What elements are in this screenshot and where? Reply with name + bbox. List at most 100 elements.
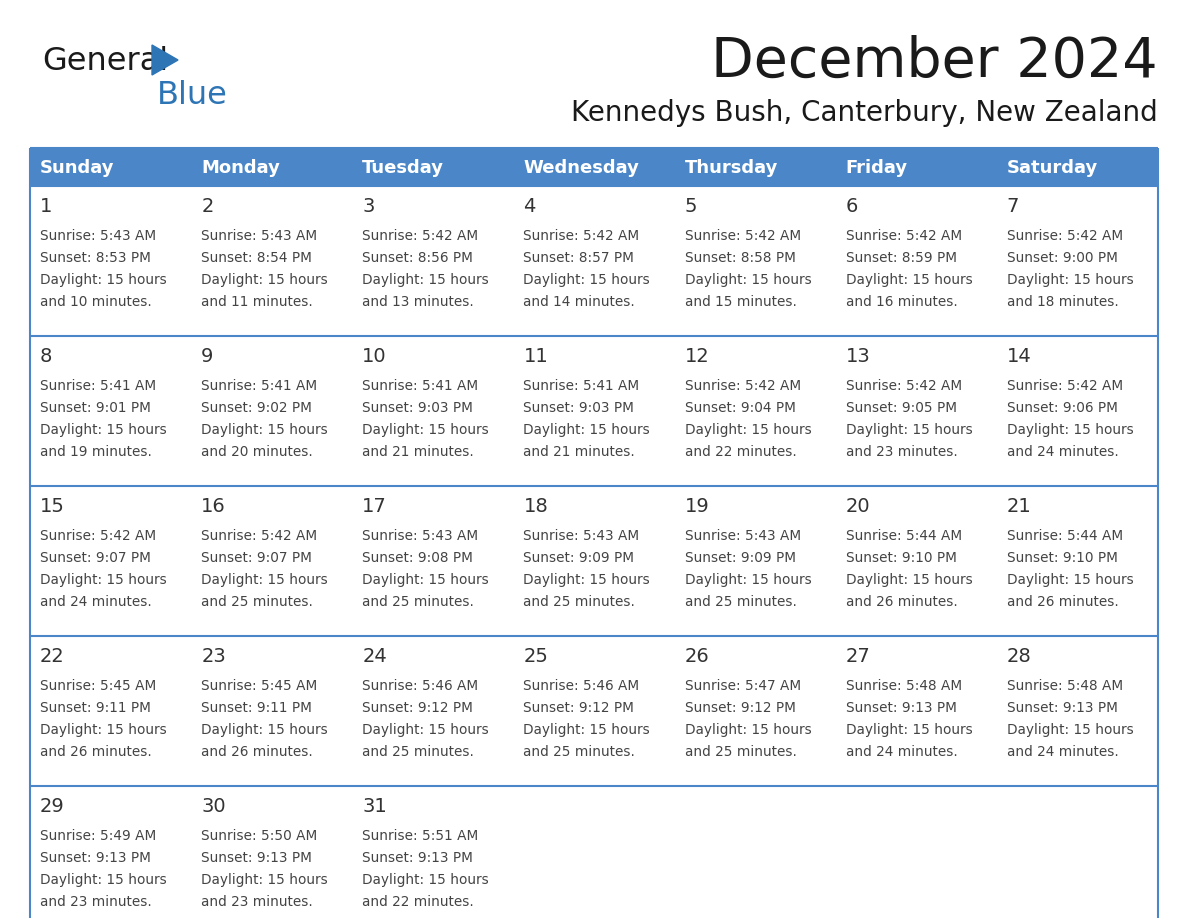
Text: Sunrise: 5:42 AM: Sunrise: 5:42 AM	[846, 229, 962, 243]
Text: Sunset: 8:59 PM: Sunset: 8:59 PM	[846, 251, 956, 265]
Text: Daylight: 15 hours: Daylight: 15 hours	[201, 723, 328, 737]
Text: Sunrise: 5:48 AM: Sunrise: 5:48 AM	[1007, 679, 1123, 693]
Bar	[835, 148, 997, 186]
Text: 8: 8	[40, 346, 52, 365]
Text: Sunrise: 5:42 AM: Sunrise: 5:42 AM	[1007, 229, 1123, 243]
Text: Daylight: 15 hours: Daylight: 15 hours	[524, 273, 650, 287]
Bar	[30, 148, 191, 186]
Text: Sunrise: 5:42 AM: Sunrise: 5:42 AM	[684, 229, 801, 243]
Bar	[191, 148, 353, 186]
Text: Daylight: 15 hours: Daylight: 15 hours	[524, 573, 650, 587]
Text: 18: 18	[524, 497, 548, 516]
Text: 11: 11	[524, 346, 548, 365]
Text: 2: 2	[201, 196, 214, 216]
Text: Sunset: 9:13 PM: Sunset: 9:13 PM	[846, 701, 956, 715]
Text: Daylight: 15 hours: Daylight: 15 hours	[40, 573, 166, 587]
Text: and 26 minutes.: and 26 minutes.	[846, 595, 958, 609]
Text: Sunrise: 5:50 AM: Sunrise: 5:50 AM	[201, 829, 317, 843]
Text: and 26 minutes.: and 26 minutes.	[40, 745, 152, 759]
Text: Sunset: 9:11 PM: Sunset: 9:11 PM	[40, 701, 151, 715]
Text: and 24 minutes.: and 24 minutes.	[846, 745, 958, 759]
Text: Sunrise: 5:42 AM: Sunrise: 5:42 AM	[846, 379, 962, 393]
Text: Sunrise: 5:47 AM: Sunrise: 5:47 AM	[684, 679, 801, 693]
Text: Sunrise: 5:42 AM: Sunrise: 5:42 AM	[362, 229, 479, 243]
Text: Sunset: 9:05 PM: Sunset: 9:05 PM	[846, 401, 956, 415]
Text: Sunset: 9:10 PM: Sunset: 9:10 PM	[1007, 551, 1118, 565]
Text: Sunset: 9:03 PM: Sunset: 9:03 PM	[524, 401, 634, 415]
Bar	[513, 148, 675, 186]
Text: Sunset: 9:12 PM: Sunset: 9:12 PM	[684, 701, 796, 715]
Text: 17: 17	[362, 497, 387, 516]
Text: Daylight: 15 hours: Daylight: 15 hours	[40, 873, 166, 887]
Text: Daylight: 15 hours: Daylight: 15 hours	[1007, 573, 1133, 587]
Text: Sunday: Sunday	[40, 159, 114, 177]
Text: 12: 12	[684, 346, 709, 365]
Text: 16: 16	[201, 497, 226, 516]
Text: Sunrise: 5:43 AM: Sunrise: 5:43 AM	[684, 529, 801, 543]
Text: Sunrise: 5:49 AM: Sunrise: 5:49 AM	[40, 829, 157, 843]
Text: Sunset: 9:07 PM: Sunset: 9:07 PM	[201, 551, 312, 565]
Text: and 20 minutes.: and 20 minutes.	[201, 445, 312, 459]
Text: 6: 6	[846, 196, 858, 216]
Bar	[353, 148, 513, 186]
Text: 22: 22	[40, 646, 65, 666]
Text: and 23 minutes.: and 23 minutes.	[201, 895, 312, 909]
Text: Sunset: 9:08 PM: Sunset: 9:08 PM	[362, 551, 473, 565]
Text: Sunset: 8:54 PM: Sunset: 8:54 PM	[201, 251, 312, 265]
Bar	[30, 186, 1158, 336]
Text: and 23 minutes.: and 23 minutes.	[40, 895, 152, 909]
Text: Sunrise: 5:45 AM: Sunrise: 5:45 AM	[201, 679, 317, 693]
Text: and 26 minutes.: and 26 minutes.	[1007, 595, 1119, 609]
Text: and 21 minutes.: and 21 minutes.	[524, 445, 636, 459]
Text: Tuesday: Tuesday	[362, 159, 444, 177]
Text: 27: 27	[846, 646, 871, 666]
Text: Blue: Blue	[157, 80, 228, 110]
Text: Monday: Monday	[201, 159, 280, 177]
Text: Daylight: 15 hours: Daylight: 15 hours	[40, 273, 166, 287]
Text: and 15 minutes.: and 15 minutes.	[684, 295, 796, 309]
Text: Daylight: 15 hours: Daylight: 15 hours	[846, 723, 973, 737]
Text: and 25 minutes.: and 25 minutes.	[524, 595, 636, 609]
Bar	[675, 148, 835, 186]
Text: 5: 5	[684, 196, 697, 216]
Text: Kennedys Bush, Canterbury, New Zealand: Kennedys Bush, Canterbury, New Zealand	[571, 99, 1158, 127]
Text: Sunrise: 5:42 AM: Sunrise: 5:42 AM	[684, 379, 801, 393]
Text: Daylight: 15 hours: Daylight: 15 hours	[524, 723, 650, 737]
Text: and 25 minutes.: and 25 minutes.	[362, 595, 474, 609]
Text: Daylight: 15 hours: Daylight: 15 hours	[362, 873, 489, 887]
Text: and 11 minutes.: and 11 minutes.	[201, 295, 312, 309]
Text: Sunset: 9:13 PM: Sunset: 9:13 PM	[201, 851, 312, 865]
Text: Sunrise: 5:48 AM: Sunrise: 5:48 AM	[846, 679, 962, 693]
Text: and 22 minutes.: and 22 minutes.	[684, 445, 796, 459]
Text: Sunrise: 5:42 AM: Sunrise: 5:42 AM	[524, 229, 639, 243]
Text: Sunset: 8:58 PM: Sunset: 8:58 PM	[684, 251, 796, 265]
Text: Sunrise: 5:41 AM: Sunrise: 5:41 AM	[201, 379, 317, 393]
Text: 14: 14	[1007, 346, 1031, 365]
Text: and 25 minutes.: and 25 minutes.	[201, 595, 312, 609]
Text: Sunset: 8:53 PM: Sunset: 8:53 PM	[40, 251, 151, 265]
Text: Sunset: 8:57 PM: Sunset: 8:57 PM	[524, 251, 634, 265]
Text: 1: 1	[40, 196, 52, 216]
Text: and 25 minutes.: and 25 minutes.	[684, 595, 796, 609]
Text: and 22 minutes.: and 22 minutes.	[362, 895, 474, 909]
Text: Sunset: 9:12 PM: Sunset: 9:12 PM	[362, 701, 473, 715]
Text: 15: 15	[40, 497, 65, 516]
Text: Sunset: 9:07 PM: Sunset: 9:07 PM	[40, 551, 151, 565]
Text: General: General	[42, 47, 169, 77]
Text: Daylight: 15 hours: Daylight: 15 hours	[201, 273, 328, 287]
Text: Sunrise: 5:44 AM: Sunrise: 5:44 AM	[1007, 529, 1123, 543]
Text: Daylight: 15 hours: Daylight: 15 hours	[201, 573, 328, 587]
Text: 7: 7	[1007, 196, 1019, 216]
Text: and 16 minutes.: and 16 minutes.	[846, 295, 958, 309]
Text: Sunset: 9:10 PM: Sunset: 9:10 PM	[846, 551, 956, 565]
Text: Sunrise: 5:42 AM: Sunrise: 5:42 AM	[1007, 379, 1123, 393]
Text: Saturday: Saturday	[1007, 159, 1098, 177]
Text: and 10 minutes.: and 10 minutes.	[40, 295, 152, 309]
Text: and 24 minutes.: and 24 minutes.	[40, 595, 152, 609]
Text: Sunrise: 5:43 AM: Sunrise: 5:43 AM	[201, 229, 317, 243]
Text: Sunset: 9:09 PM: Sunset: 9:09 PM	[524, 551, 634, 565]
Text: and 14 minutes.: and 14 minutes.	[524, 295, 636, 309]
Text: Sunset: 9:01 PM: Sunset: 9:01 PM	[40, 401, 151, 415]
Text: Sunset: 9:13 PM: Sunset: 9:13 PM	[1007, 701, 1118, 715]
Text: Sunrise: 5:45 AM: Sunrise: 5:45 AM	[40, 679, 157, 693]
